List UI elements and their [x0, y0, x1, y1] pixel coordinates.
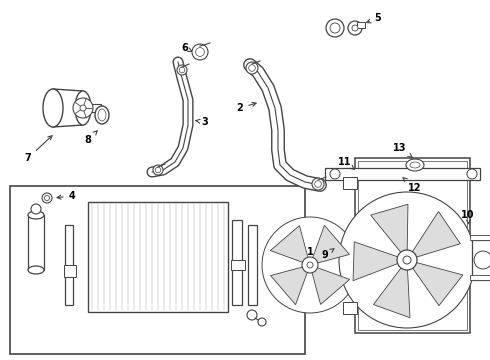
Bar — [325, 168, 480, 180]
Circle shape — [307, 262, 313, 268]
Text: 11: 11 — [338, 157, 355, 170]
Circle shape — [326, 19, 344, 37]
Bar — [28, 215, 44, 270]
Ellipse shape — [406, 159, 424, 171]
Bar — [343, 302, 357, 314]
Bar — [64, 265, 76, 277]
Text: 4: 4 — [57, 191, 75, 201]
Bar — [472, 240, 490, 280]
Circle shape — [315, 181, 321, 187]
Polygon shape — [312, 267, 350, 305]
Circle shape — [352, 25, 358, 31]
Bar — [343, 177, 357, 189]
Text: 1: 1 — [299, 247, 314, 257]
Circle shape — [247, 310, 257, 320]
Circle shape — [73, 98, 93, 118]
Bar — [470, 275, 490, 280]
Circle shape — [474, 251, 490, 269]
Ellipse shape — [410, 162, 420, 168]
Bar — [470, 235, 490, 240]
Text: 8: 8 — [85, 131, 97, 145]
Bar — [91, 104, 101, 112]
Circle shape — [330, 23, 340, 33]
Circle shape — [249, 65, 255, 71]
Polygon shape — [312, 225, 349, 264]
Text: 3: 3 — [196, 117, 208, 127]
Polygon shape — [412, 212, 460, 258]
Circle shape — [153, 165, 163, 175]
Ellipse shape — [43, 89, 63, 127]
Bar — [10, 186, 305, 354]
Bar — [248, 225, 257, 305]
Bar — [53, 89, 83, 127]
Circle shape — [31, 204, 41, 214]
Circle shape — [42, 193, 52, 203]
Bar — [231, 260, 245, 270]
Circle shape — [467, 169, 477, 179]
Circle shape — [155, 167, 161, 173]
Polygon shape — [412, 262, 463, 306]
Text: 6: 6 — [182, 43, 192, 53]
Text: 5: 5 — [367, 13, 381, 23]
Text: 2: 2 — [237, 102, 256, 113]
Ellipse shape — [75, 91, 91, 125]
Text: 9: 9 — [321, 249, 334, 260]
Ellipse shape — [28, 211, 44, 219]
Circle shape — [179, 67, 185, 73]
Bar — [355, 158, 470, 333]
Polygon shape — [370, 204, 408, 254]
Circle shape — [177, 65, 187, 75]
Ellipse shape — [95, 106, 109, 124]
Text: 13: 13 — [393, 143, 412, 157]
Circle shape — [397, 250, 417, 270]
Text: 7: 7 — [24, 136, 52, 163]
Circle shape — [246, 62, 258, 74]
Polygon shape — [270, 266, 308, 305]
Ellipse shape — [28, 266, 44, 274]
Text: 10: 10 — [461, 210, 475, 224]
Polygon shape — [270, 226, 308, 263]
Circle shape — [262, 217, 358, 313]
Circle shape — [258, 318, 266, 326]
Circle shape — [45, 195, 49, 201]
Polygon shape — [353, 242, 399, 281]
Bar — [232, 220, 242, 305]
Circle shape — [302, 257, 318, 273]
Bar — [358, 161, 467, 330]
Circle shape — [312, 178, 324, 190]
Circle shape — [403, 256, 411, 264]
Bar — [88, 202, 228, 312]
Bar — [65, 225, 73, 305]
Circle shape — [80, 105, 86, 111]
Polygon shape — [373, 266, 410, 318]
Circle shape — [348, 21, 362, 35]
Circle shape — [330, 169, 340, 179]
Circle shape — [192, 44, 208, 60]
Ellipse shape — [98, 109, 106, 121]
Circle shape — [196, 48, 204, 57]
Text: 12: 12 — [403, 177, 422, 193]
Bar — [357, 22, 365, 28]
Circle shape — [339, 192, 475, 328]
